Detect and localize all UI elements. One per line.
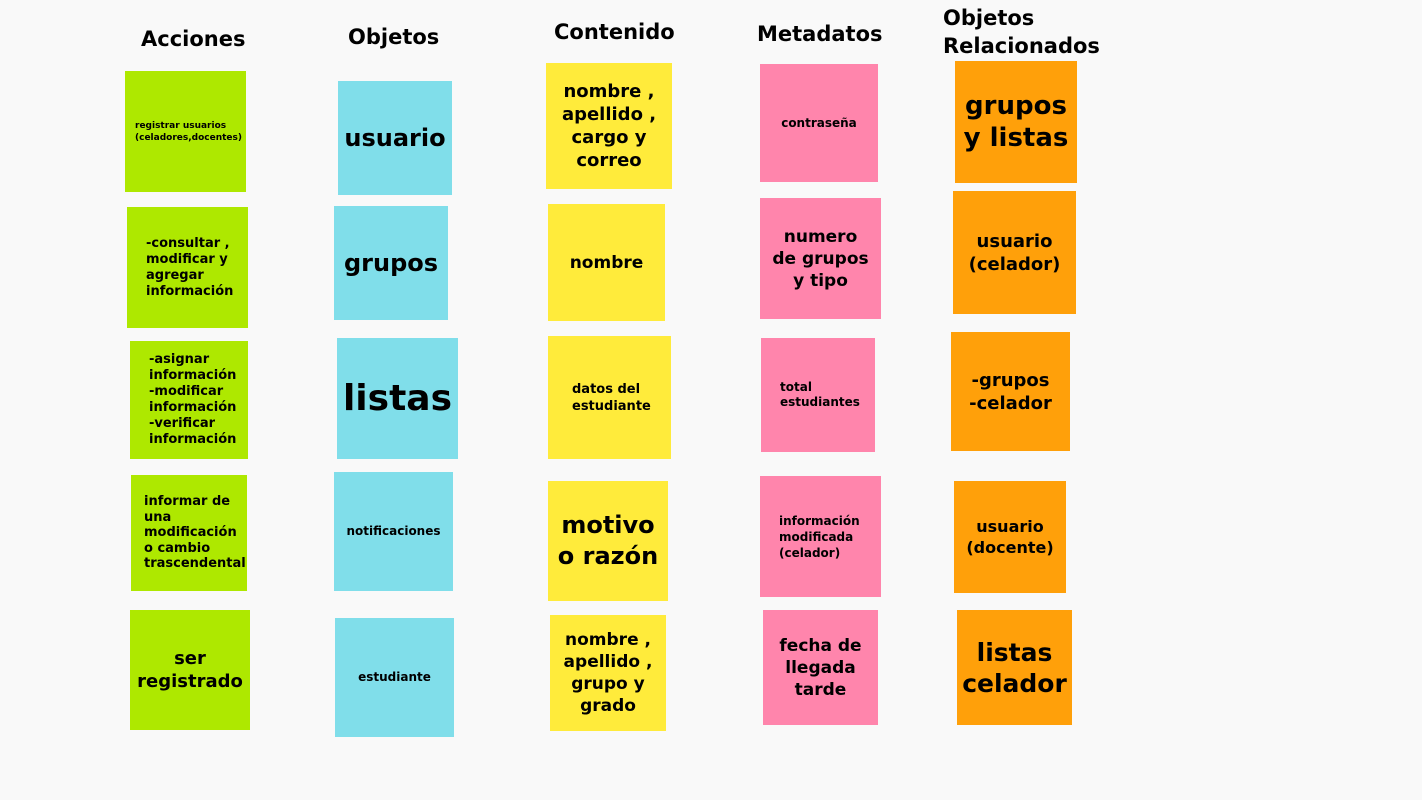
sticky-note-objeto[interactable]: usuario [338,81,452,195]
sticky-note-objeto-relacionado[interactable]: grupos y listas [955,61,1077,183]
heading-objetos: Objetos [348,25,440,49]
heading-objetos-relacionados: Objetos Relacionados [943,6,1100,58]
sticky-note-metadato[interactable]: fecha de llegada tarde [763,610,878,725]
sticky-note-objeto[interactable]: listas [337,338,458,459]
sticky-note-contenido[interactable]: motivo o razón [548,481,668,601]
sticky-note-accion[interactable]: -asignar información -modificar informac… [130,341,248,459]
sticky-note-contenido[interactable]: datos del estudiante [548,336,671,459]
sticky-note-objeto-relacionado[interactable]: usuario (docente) [954,481,1066,593]
sticky-note-accion[interactable]: informar de una modificación o cambio tr… [131,475,247,591]
heading-contenido: Contenido [554,20,675,44]
sticky-note-contenido[interactable]: nombre , apellido , cargo y correo [546,63,672,189]
sticky-note-objeto-relacionado[interactable]: usuario (celador) [953,191,1076,314]
sticky-note-objeto[interactable]: notificaciones [334,472,453,591]
sticky-note-contenido[interactable]: nombre , apellido , grupo y grado [550,615,666,731]
sticky-note-metadato[interactable]: información modificada (celador) [760,476,881,597]
sticky-note-metadato[interactable]: total estudiantes [761,338,875,452]
heading-acciones: Acciones [141,27,246,51]
sticky-note-objeto[interactable]: estudiante [335,618,454,737]
heading-metadatos: Metadatos [757,22,883,46]
sticky-note-contenido[interactable]: nombre [548,204,665,321]
sticky-note-objeto-relacionado[interactable]: -grupos -celador [951,332,1070,451]
sticky-note-metadato[interactable]: numero de grupos y tipo [760,198,881,319]
sticky-note-accion[interactable]: registrar usuarios (celadores,docentes) [125,71,246,192]
sticky-note-objeto[interactable]: grupos [334,206,448,320]
sticky-note-objeto-relacionado[interactable]: listas celador [957,610,1072,725]
sticky-note-accion[interactable]: ser registrado [130,610,250,730]
sticky-note-metadato[interactable]: contraseña [760,64,878,182]
sticky-note-accion[interactable]: -consultar , modificar y agregar informa… [127,207,248,328]
